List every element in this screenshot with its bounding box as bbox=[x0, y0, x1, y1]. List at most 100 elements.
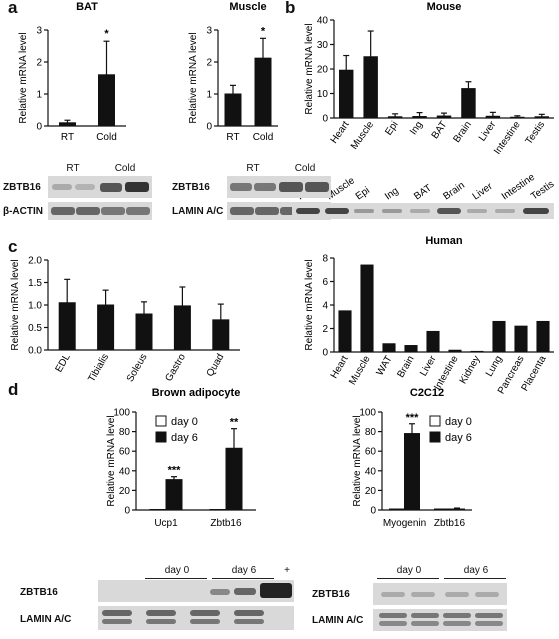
c2c12-bar bbox=[389, 508, 405, 511]
blot-b-lane-label: Ing bbox=[383, 185, 401, 202]
mouse-xtick-label: Testis bbox=[524, 119, 548, 146]
human-xtick-label: Lung bbox=[484, 354, 505, 379]
c2c12-xtick-label: Myogenin bbox=[383, 518, 426, 529]
blot-b-lane-label: BAT bbox=[412, 183, 434, 203]
brown-star: ** bbox=[230, 417, 239, 429]
blot-a-muscle-group-rt: RT bbox=[246, 163, 260, 174]
bat-bar bbox=[59, 122, 76, 127]
c2c12-ytick-label: 40 bbox=[365, 466, 377, 477]
human-bar bbox=[426, 330, 440, 353]
mouse-xtick-label: BAT bbox=[430, 119, 450, 141]
blot-d-brown-line-day6 bbox=[212, 578, 274, 579]
tissues-xtick-label: Quad bbox=[205, 352, 227, 379]
blot-d-brown-group-day6: day 6 bbox=[231, 565, 257, 576]
human-xtick-label: WAT bbox=[375, 354, 395, 378]
mouse-ytick-label: 0 bbox=[322, 114, 328, 125]
blot-d-brown-line-day0 bbox=[145, 578, 207, 579]
blot-a-bat-label-zbtb16: ZBTB16 bbox=[3, 182, 41, 193]
bat-xtick-label: RT bbox=[61, 132, 74, 143]
tissues-bar bbox=[97, 304, 115, 351]
c2c12-star: *** bbox=[406, 412, 420, 424]
tissues-ytick-label: 0.5 bbox=[28, 323, 42, 334]
brown-legend-swatch bbox=[155, 415, 167, 427]
brown-legend-label: day 0 bbox=[171, 416, 198, 428]
blot-d-brown-label-lamin: LAMIN A/C bbox=[20, 614, 72, 625]
c2c12-legend-swatch bbox=[429, 415, 441, 427]
brown-ytick-label: 20 bbox=[119, 486, 131, 497]
mouse-xtick-label: Liver bbox=[477, 119, 499, 144]
human-xtick-label: Heart bbox=[329, 354, 351, 381]
blot-d-brown-group-day0: day 0 bbox=[164, 565, 190, 576]
muscle-title: Muscle bbox=[229, 1, 266, 13]
mouse-xtick-label: Heart bbox=[329, 119, 352, 146]
human-ytick-label: 6 bbox=[322, 277, 328, 288]
human-bar bbox=[492, 320, 506, 353]
c2c12-ytick-label: 0 bbox=[370, 506, 376, 517]
mouse-ytick-label: 10 bbox=[317, 89, 329, 100]
bat-ytick-label: 3 bbox=[36, 26, 42, 37]
human-bar bbox=[338, 310, 352, 353]
brown-ylabel: Relative mRNA level bbox=[106, 415, 117, 506]
brown-xtick-label: Ucp1 bbox=[154, 518, 178, 529]
brown-xtick-label: Zbtb16 bbox=[210, 518, 242, 529]
brown-ytick-label: 80 bbox=[119, 427, 131, 438]
tissues-ytick-label: 0.0 bbox=[28, 346, 42, 357]
c2c12-ytick-label: 100 bbox=[359, 408, 376, 419]
mouse-ytick-label: 20 bbox=[317, 65, 329, 76]
bat-ytick-label: 2 bbox=[36, 58, 42, 69]
blot-a-bat-actin bbox=[48, 202, 152, 220]
tissues-ytick-label: 2.0 bbox=[28, 256, 42, 267]
mouse-bar bbox=[412, 116, 427, 119]
blot-a-bat-label-actin: β-ACTIN bbox=[3, 206, 43, 217]
c2c12-bar bbox=[404, 433, 420, 511]
blot-d-c2c12-group-day0: day 0 bbox=[396, 565, 422, 576]
human-ytick-label: 4 bbox=[322, 301, 328, 312]
tissues-bar bbox=[173, 305, 191, 351]
blot-d-brown-group-plus: + bbox=[284, 565, 290, 576]
muscle-ytick-label: 1 bbox=[206, 90, 212, 101]
muscle-ytick-label: 2 bbox=[206, 58, 212, 69]
c2c12-bar bbox=[449, 508, 465, 511]
c2c12-ytick-label: 60 bbox=[365, 447, 377, 458]
tissues-ytick-label: 1.0 bbox=[28, 301, 42, 312]
bat-xtick-label: Cold bbox=[96, 132, 117, 143]
brown-title: Brown adipocyte bbox=[152, 387, 241, 399]
brown-ytick-label: 100 bbox=[113, 408, 130, 419]
tissues-bar bbox=[212, 319, 230, 351]
tissues-xtick-label: Tibialis bbox=[86, 352, 111, 384]
blot-a-bat-group-cold: Cold bbox=[114, 163, 136, 174]
brown-ytick-label: 0 bbox=[124, 506, 130, 517]
bat-title: BAT bbox=[76, 1, 98, 13]
human-bar bbox=[382, 343, 396, 353]
human-bar bbox=[448, 349, 462, 353]
human-title: Human bbox=[425, 235, 463, 247]
muscle-ytick-label: 0 bbox=[206, 122, 212, 133]
c2c12-ytick-label: 20 bbox=[365, 486, 377, 497]
panel-letter-a: a bbox=[8, 0, 18, 17]
blot-b-lane-label: Liver bbox=[471, 181, 496, 203]
muscle-xtick-label: Cold bbox=[253, 132, 274, 143]
mouse-bar bbox=[363, 56, 378, 119]
human-ytick-label: 8 bbox=[322, 254, 328, 265]
human-bar bbox=[470, 350, 484, 353]
mouse-ytick-label: 30 bbox=[317, 40, 329, 51]
bat-ylabel: Relative mRNA level bbox=[18, 32, 29, 123]
mouse-bar bbox=[485, 115, 501, 119]
muscle-xtick-label: RT bbox=[226, 132, 239, 143]
mouse-ylabel: Relative mRNA level bbox=[304, 23, 315, 114]
bat-bar bbox=[98, 74, 115, 127]
human-xtick-label: Muscle bbox=[347, 354, 373, 387]
brown-legend-label: day 6 bbox=[171, 432, 198, 444]
panel-letter-d: d bbox=[8, 380, 19, 399]
bat-ytick-label: 1 bbox=[36, 90, 42, 101]
brown-star: *** bbox=[168, 465, 182, 477]
mouse-bar bbox=[339, 69, 354, 119]
tissues-xtick-label: EDL bbox=[54, 352, 73, 375]
blot-b-mouse bbox=[292, 203, 554, 219]
human-xtick-label: Brain bbox=[395, 354, 416, 380]
human-ytick-label: 0 bbox=[322, 348, 328, 359]
brown-bar bbox=[165, 479, 183, 511]
c2c12-title: C2C12 bbox=[410, 387, 444, 399]
blot-d-c2c12-line-day0 bbox=[377, 578, 439, 579]
panel-letter-b: b bbox=[285, 0, 296, 17]
